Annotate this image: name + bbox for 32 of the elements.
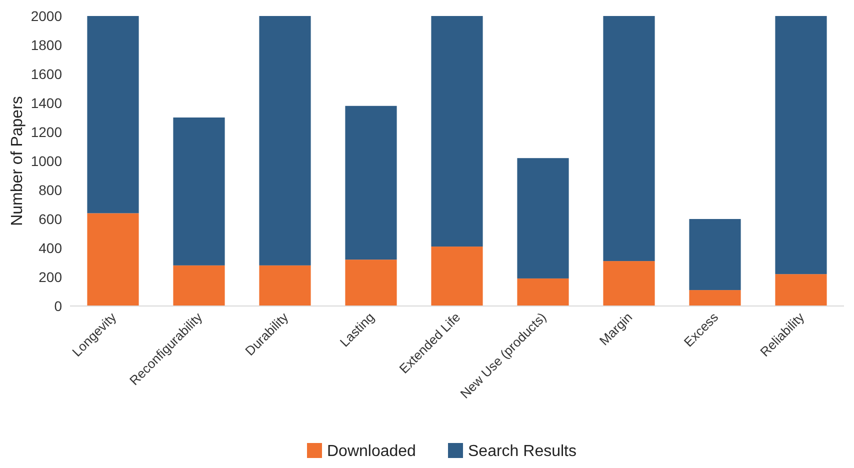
y-tick-label: 1400 [30, 94, 62, 111]
bar [517, 278, 569, 306]
bar [603, 261, 655, 306]
y-tick-label: 2000 [30, 8, 62, 24]
y-tick-label: 1200 [30, 124, 62, 140]
y-tick-label: 200 [38, 268, 62, 285]
y-tick-label: 800 [38, 182, 62, 198]
y-tick-label: 1800 [30, 36, 62, 53]
legend-label: Search Results [468, 443, 576, 460]
bar [517, 158, 569, 278]
bar [689, 290, 741, 306]
y-axis-title: Number of Papers [9, 96, 26, 226]
bar [173, 118, 225, 266]
y-tick-label: 1600 [30, 66, 62, 82]
bar [87, 213, 139, 306]
legend-label: Downloaded [327, 443, 416, 460]
bar [431, 16, 483, 247]
bar [689, 219, 741, 290]
bar [173, 265, 225, 306]
bar [345, 260, 397, 306]
bar [87, 16, 139, 214]
y-tick-label: 1000 [30, 152, 62, 169]
bar [345, 106, 397, 260]
y-tick-label: 600 [38, 210, 62, 227]
y-tick-label: 400 [38, 240, 62, 256]
bar [259, 16, 311, 266]
bar [259, 265, 311, 306]
bar [431, 246, 483, 306]
bar [775, 274, 827, 306]
y-tick-label: 0 [54, 298, 62, 314]
bar [775, 16, 827, 274]
bar [603, 16, 655, 262]
